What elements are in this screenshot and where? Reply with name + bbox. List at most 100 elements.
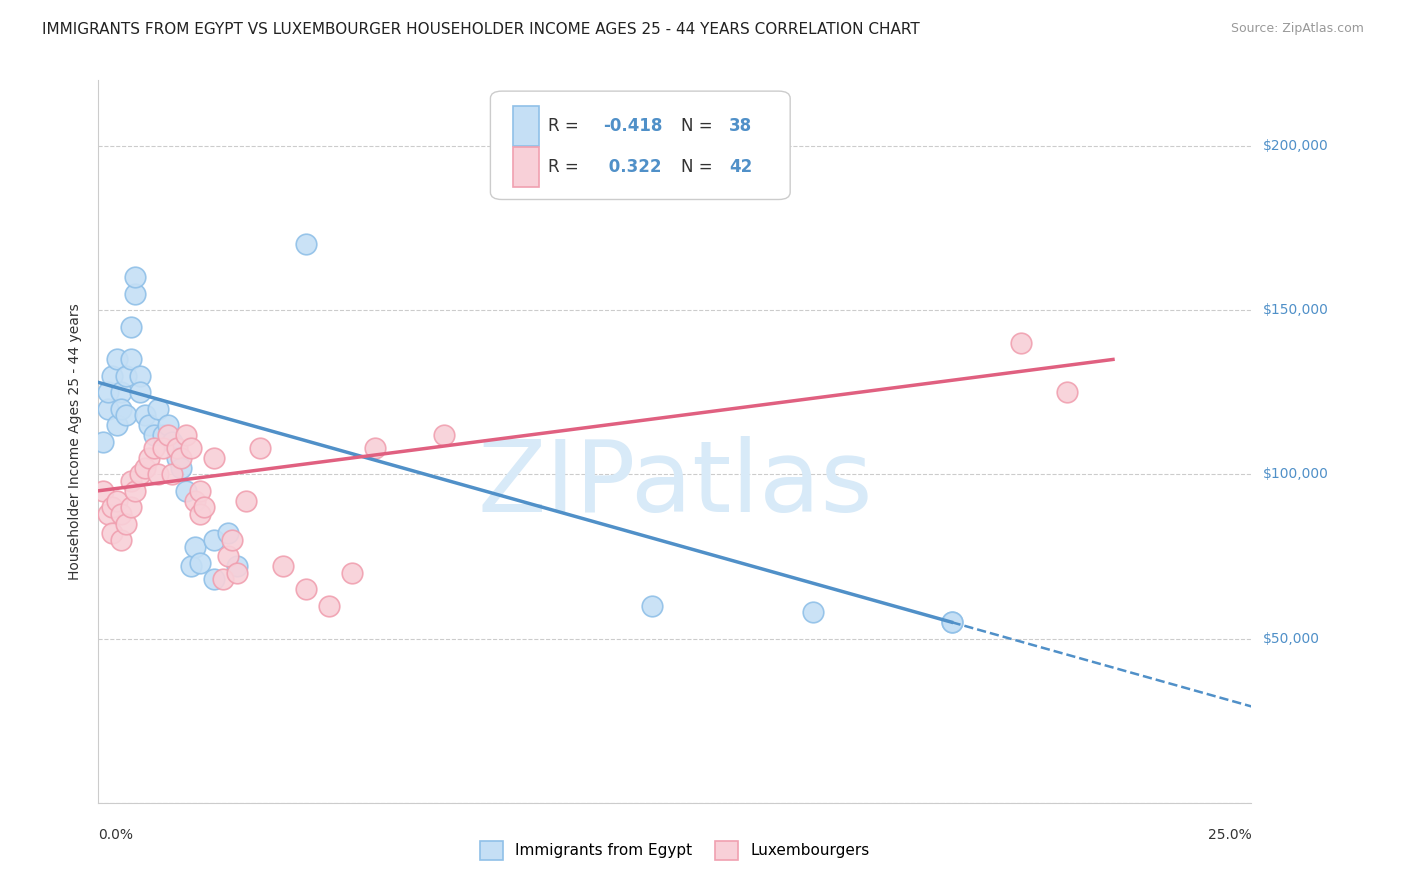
Point	[115, 409, 138, 423]
Point	[225, 566, 247, 580]
Point	[129, 385, 152, 400]
Point	[193, 500, 215, 515]
Text: 0.322: 0.322	[603, 158, 662, 176]
Point	[129, 467, 152, 482]
Point	[134, 409, 156, 423]
Point	[152, 428, 174, 442]
Point	[184, 540, 207, 554]
Point	[188, 483, 211, 498]
Point	[188, 507, 211, 521]
Point	[129, 368, 152, 383]
Legend: Immigrants from Egypt, Luxembourgers: Immigrants from Egypt, Luxembourgers	[472, 833, 877, 867]
Point	[202, 573, 225, 587]
Point	[120, 500, 142, 515]
Point	[170, 460, 193, 475]
Point	[225, 559, 247, 574]
Text: N =: N =	[681, 117, 717, 135]
Point	[202, 450, 225, 465]
Point	[217, 549, 239, 564]
Point	[340, 566, 363, 580]
Point	[941, 615, 963, 630]
Point	[235, 493, 257, 508]
Point	[166, 450, 188, 465]
Point	[115, 516, 138, 531]
Point	[295, 582, 318, 597]
Point	[184, 493, 207, 508]
Text: N =: N =	[681, 158, 717, 176]
Point	[124, 483, 146, 498]
Point	[160, 434, 183, 449]
Point	[202, 533, 225, 547]
Text: Source: ZipAtlas.com: Source: ZipAtlas.com	[1230, 22, 1364, 36]
Point	[1056, 385, 1078, 400]
Text: 42: 42	[730, 158, 752, 176]
Point	[138, 450, 160, 465]
Point	[249, 441, 271, 455]
Point	[188, 556, 211, 570]
Point	[120, 474, 142, 488]
Point	[160, 467, 183, 482]
Point	[110, 507, 132, 521]
Point	[941, 615, 963, 630]
Y-axis label: Householder Income Ages 25 - 44 years: Householder Income Ages 25 - 44 years	[69, 303, 83, 580]
Point	[166, 441, 188, 455]
Point	[148, 467, 170, 482]
Point	[641, 599, 664, 613]
Point	[295, 237, 318, 252]
Point	[156, 418, 179, 433]
Point	[91, 483, 114, 498]
Point	[318, 599, 340, 613]
Point	[124, 286, 146, 301]
Point	[156, 428, 179, 442]
Point	[105, 352, 128, 367]
Point	[101, 500, 124, 515]
Text: 0.0%: 0.0%	[98, 828, 134, 842]
Point	[152, 441, 174, 455]
Point	[142, 441, 165, 455]
Text: $50,000: $50,000	[1263, 632, 1319, 646]
Point	[91, 434, 114, 449]
Point	[120, 319, 142, 334]
Point	[110, 533, 132, 547]
Text: 25.0%: 25.0%	[1208, 828, 1251, 842]
FancyBboxPatch shape	[491, 91, 790, 200]
Text: 38: 38	[730, 117, 752, 135]
Text: R =: R =	[548, 158, 583, 176]
FancyBboxPatch shape	[513, 106, 538, 145]
Point	[271, 559, 294, 574]
Point	[433, 428, 456, 442]
Point	[134, 460, 156, 475]
Point	[174, 483, 197, 498]
Point	[217, 526, 239, 541]
Point	[142, 428, 165, 442]
Point	[124, 270, 146, 285]
Point	[105, 418, 128, 433]
Text: -0.418: -0.418	[603, 117, 662, 135]
Point	[148, 401, 170, 416]
Text: R =: R =	[548, 117, 583, 135]
Point	[364, 441, 387, 455]
Point	[1010, 336, 1032, 351]
Point	[101, 526, 124, 541]
Text: $100,000: $100,000	[1263, 467, 1329, 482]
Text: ZIPatlas: ZIPatlas	[477, 436, 873, 533]
Point	[105, 493, 128, 508]
Point	[115, 368, 138, 383]
Text: $150,000: $150,000	[1263, 303, 1329, 318]
Point	[221, 533, 243, 547]
Point	[110, 385, 132, 400]
Point	[801, 605, 824, 619]
Point	[97, 401, 120, 416]
FancyBboxPatch shape	[513, 147, 538, 186]
Point	[212, 573, 235, 587]
Point	[170, 450, 193, 465]
Point	[180, 441, 202, 455]
Point	[101, 368, 124, 383]
Point	[97, 385, 120, 400]
Point	[97, 507, 120, 521]
Point	[110, 401, 132, 416]
Point	[180, 559, 202, 574]
Point	[120, 352, 142, 367]
Text: $200,000: $200,000	[1263, 139, 1329, 153]
Text: IMMIGRANTS FROM EGYPT VS LUXEMBOURGER HOUSEHOLDER INCOME AGES 25 - 44 YEARS CORR: IMMIGRANTS FROM EGYPT VS LUXEMBOURGER HO…	[42, 22, 920, 37]
